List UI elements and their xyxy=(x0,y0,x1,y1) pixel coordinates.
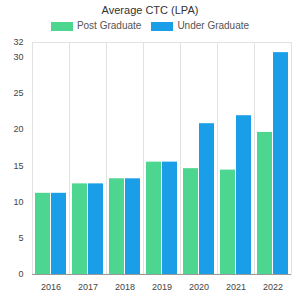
svg-text:32: 32 xyxy=(13,37,23,47)
svg-text:2022: 2022 xyxy=(263,282,283,292)
svg-text:2020: 2020 xyxy=(189,282,209,292)
svg-text:2016: 2016 xyxy=(41,282,61,292)
svg-text:0: 0 xyxy=(18,269,23,279)
svg-text:20: 20 xyxy=(13,124,23,134)
html-text:Under Graduate: Under Graduate xyxy=(177,20,250,31)
svg-text:30: 30 xyxy=(13,52,23,62)
svg-text:5: 5 xyxy=(18,233,23,243)
html-text:Post Graduate: Post Graduate xyxy=(76,20,142,31)
svg-text:2019: 2019 xyxy=(152,282,172,292)
svg-text:15: 15 xyxy=(13,161,23,171)
svg-text:2017: 2017 xyxy=(78,282,98,292)
svg-text:25: 25 xyxy=(13,88,23,98)
svg-text:2021: 2021 xyxy=(226,282,246,292)
svg-text:10: 10 xyxy=(13,197,23,207)
svg-text:2018: 2018 xyxy=(115,282,135,292)
html-text:Average CTC (LPA): Average CTC (LPA) xyxy=(101,4,199,16)
